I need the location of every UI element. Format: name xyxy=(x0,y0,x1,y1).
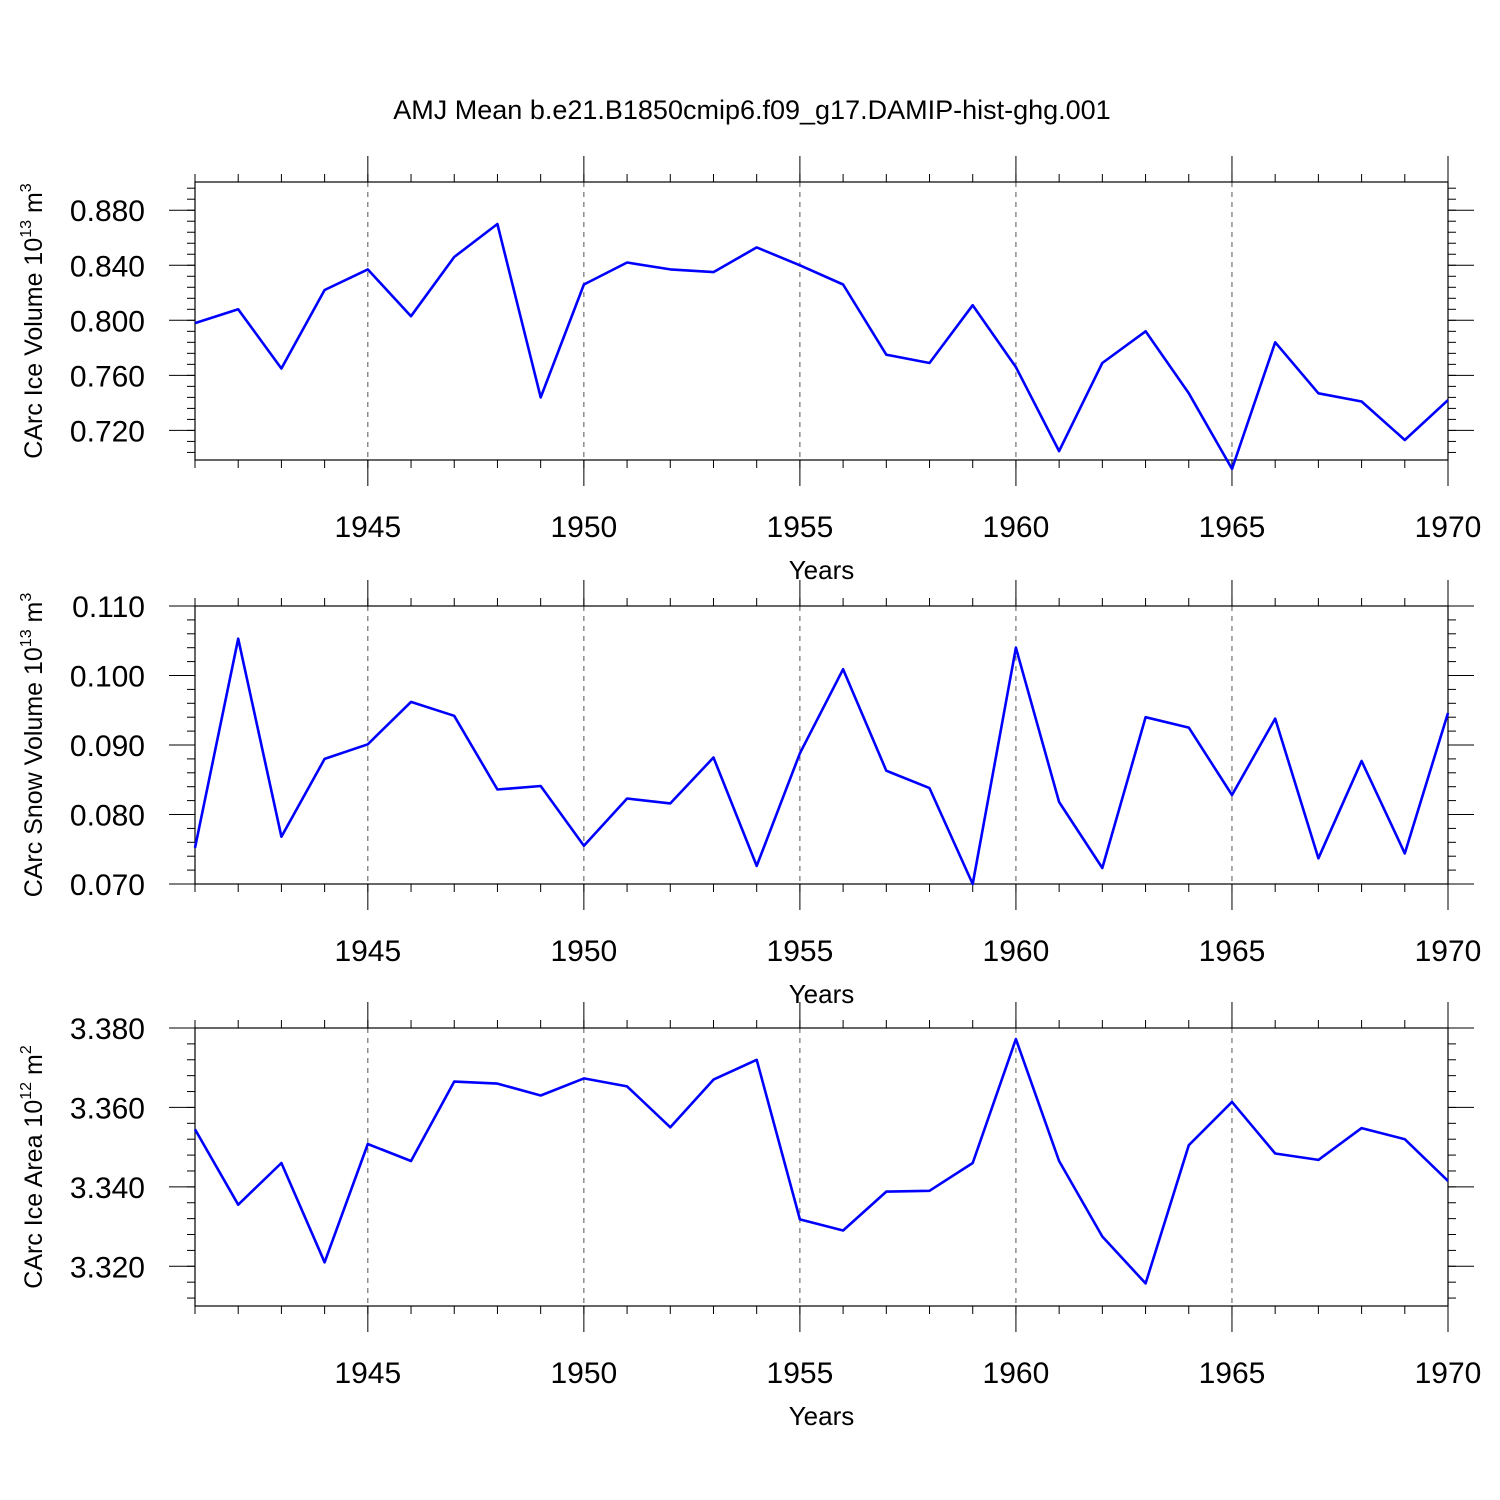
y-tick-label: 0.100 xyxy=(70,661,145,694)
y-tick-label: 0.840 xyxy=(70,250,145,283)
x-tick-label: 1965 xyxy=(1199,511,1266,544)
y-tick-label: 0.720 xyxy=(70,415,145,448)
x-tick-label: 1960 xyxy=(983,1357,1050,1390)
y-tick-label: 0.090 xyxy=(70,730,145,763)
x-tick-label: 1955 xyxy=(767,935,834,968)
y-tick-label: 3.380 xyxy=(70,1013,145,1046)
plot-frame xyxy=(194,181,1449,461)
y-tick-label: 0.070 xyxy=(70,869,145,902)
x-axis-label: Years xyxy=(789,1401,855,1431)
y-tick-label: 0.760 xyxy=(70,360,145,393)
y-axis-label-exp: 12 xyxy=(18,1082,35,1100)
y-axis-label-exp: 13 xyxy=(18,220,35,238)
x-tick-label: 1950 xyxy=(550,511,617,544)
x-tick-label: 1960 xyxy=(983,935,1050,968)
series-line xyxy=(193,637,1450,886)
y-axis-label-unit-exp: 3 xyxy=(18,183,35,192)
series-line xyxy=(194,222,1449,471)
x-tick-label: 1945 xyxy=(334,511,401,544)
x-tick-label: 1965 xyxy=(1199,1357,1266,1390)
y-tick-label: 0.880 xyxy=(70,195,145,228)
y-axis-label-unit: m xyxy=(20,1054,48,1082)
x-axis-label: Years xyxy=(789,979,855,1009)
y-axis-label: CArc Snow Volume 1013 m3 xyxy=(18,593,48,898)
x-axis-label: Years xyxy=(789,555,855,585)
figure-title: AMJ Mean b.e21.B1850cmip6.f09_g17.DAMIP-… xyxy=(393,95,1110,125)
x-tick-label: 1945 xyxy=(334,935,401,968)
y-axis-label: CArc Ice Area 1012 m2 xyxy=(18,1045,48,1289)
y-axis-label-unit-exp: 3 xyxy=(18,593,35,602)
chart-panel-1: 1945 1950 1955 1960 1965 1970 0.720 0.760 0.800 0… xyxy=(18,156,1481,585)
y-axis-label-text: CArc Ice Area 10 xyxy=(20,1100,48,1289)
y-tick-label: 3.320 xyxy=(70,1251,145,1284)
y-axis-label-unit: m xyxy=(20,602,48,630)
series-line xyxy=(193,1037,1449,1285)
y-tick-label: 3.340 xyxy=(70,1172,145,1205)
x-tick-label: 1965 xyxy=(1199,935,1266,968)
y-tick-label: 0.080 xyxy=(70,800,145,833)
x-tick-label: 1970 xyxy=(1415,511,1482,544)
chart-panel-3: 1945 1950 1955 1960 1965 1970 3.320 3.340 3.360 3… xyxy=(18,1002,1481,1431)
x-tick-label: 1955 xyxy=(767,511,834,544)
y-axis-label-exp: 13 xyxy=(18,629,35,647)
y-axis-label-unit: m xyxy=(20,192,48,220)
x-tick-label: 1955 xyxy=(767,1357,834,1390)
y-tick-label: 0.110 xyxy=(72,591,145,624)
y-axis-label-unit-exp: 2 xyxy=(18,1045,35,1054)
panels: 1945 1950 1955 1960 1965 1970 0.720 0.760 0.800 0… xyxy=(18,156,1481,1431)
y-axis-label-text: CArc Snow Volume 10 xyxy=(20,647,48,897)
y-tick-label: 3.360 xyxy=(70,1092,145,1125)
plot-frame xyxy=(194,605,1449,885)
x-tick-label: 1950 xyxy=(550,1357,617,1390)
y-axis-label-text: CArc Ice Volume 10 xyxy=(20,238,48,459)
y-axis-label: CArc Ice Volume 1013 m3 xyxy=(18,183,48,459)
y-tick-label: 0.800 xyxy=(70,305,145,338)
x-tick-label: 1970 xyxy=(1415,1357,1482,1390)
x-tick-label: 1970 xyxy=(1415,935,1482,968)
x-tick-label: 1945 xyxy=(334,1357,401,1390)
plot-frame xyxy=(194,1027,1449,1307)
x-tick-label: 1950 xyxy=(550,935,617,968)
chart-panel-2: 1945 1950 1955 1960 1965 1970 0.070 0.080 0.090 0… xyxy=(18,580,1481,1009)
x-tick-label: 1960 xyxy=(983,511,1050,544)
